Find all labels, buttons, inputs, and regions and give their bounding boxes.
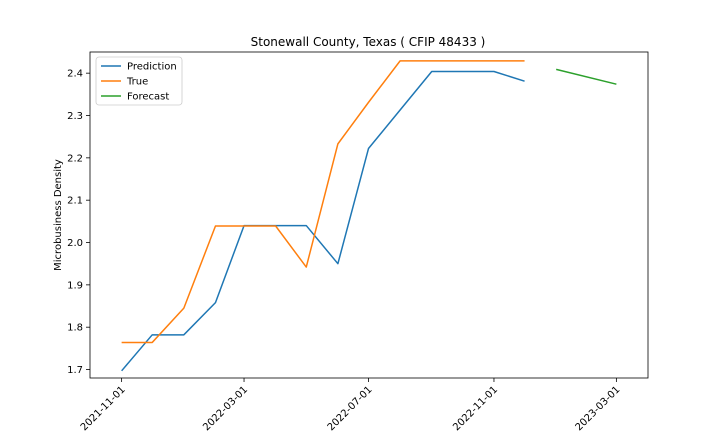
x-tick-label: 2022-03-01 <box>201 384 250 432</box>
x-tick-label: 2022-07-01 <box>326 384 375 432</box>
y-tick-label: 1.8 <box>67 323 83 334</box>
chart-title: Stonewall County, Texas ( CFIP 48433 ) <box>251 35 486 49</box>
legend-label: Prediction <box>127 62 177 73</box>
legend-box <box>95 56 183 106</box>
x-tick-label: 2021-11-01 <box>79 384 128 432</box>
legend-label: True <box>126 77 148 88</box>
legend: Prediction True Forecast <box>95 56 183 106</box>
x-tick-label: 2023-03-01 <box>574 384 623 432</box>
y-tick-label: 2.2 <box>67 153 83 164</box>
series-line-prediction <box>121 70 525 372</box>
y-tick-label: 2.0 <box>67 238 83 249</box>
plot-frame <box>89 51 649 379</box>
legend-label: Forecast <box>127 92 169 103</box>
y-tick-label: 1.9 <box>67 280 83 291</box>
series-line-true <box>121 60 525 344</box>
series-line-forecast <box>556 68 617 85</box>
y-tick-label: 2.4 <box>67 69 83 80</box>
x-tick-label: 2022-11-01 <box>451 384 500 432</box>
y-tick-label: 1.7 <box>67 365 83 376</box>
y-tick-label: 2.1 <box>67 196 83 207</box>
y-axis-label: Microbusiness Density <box>53 159 64 271</box>
y-tick-label: 2.3 <box>67 111 83 122</box>
